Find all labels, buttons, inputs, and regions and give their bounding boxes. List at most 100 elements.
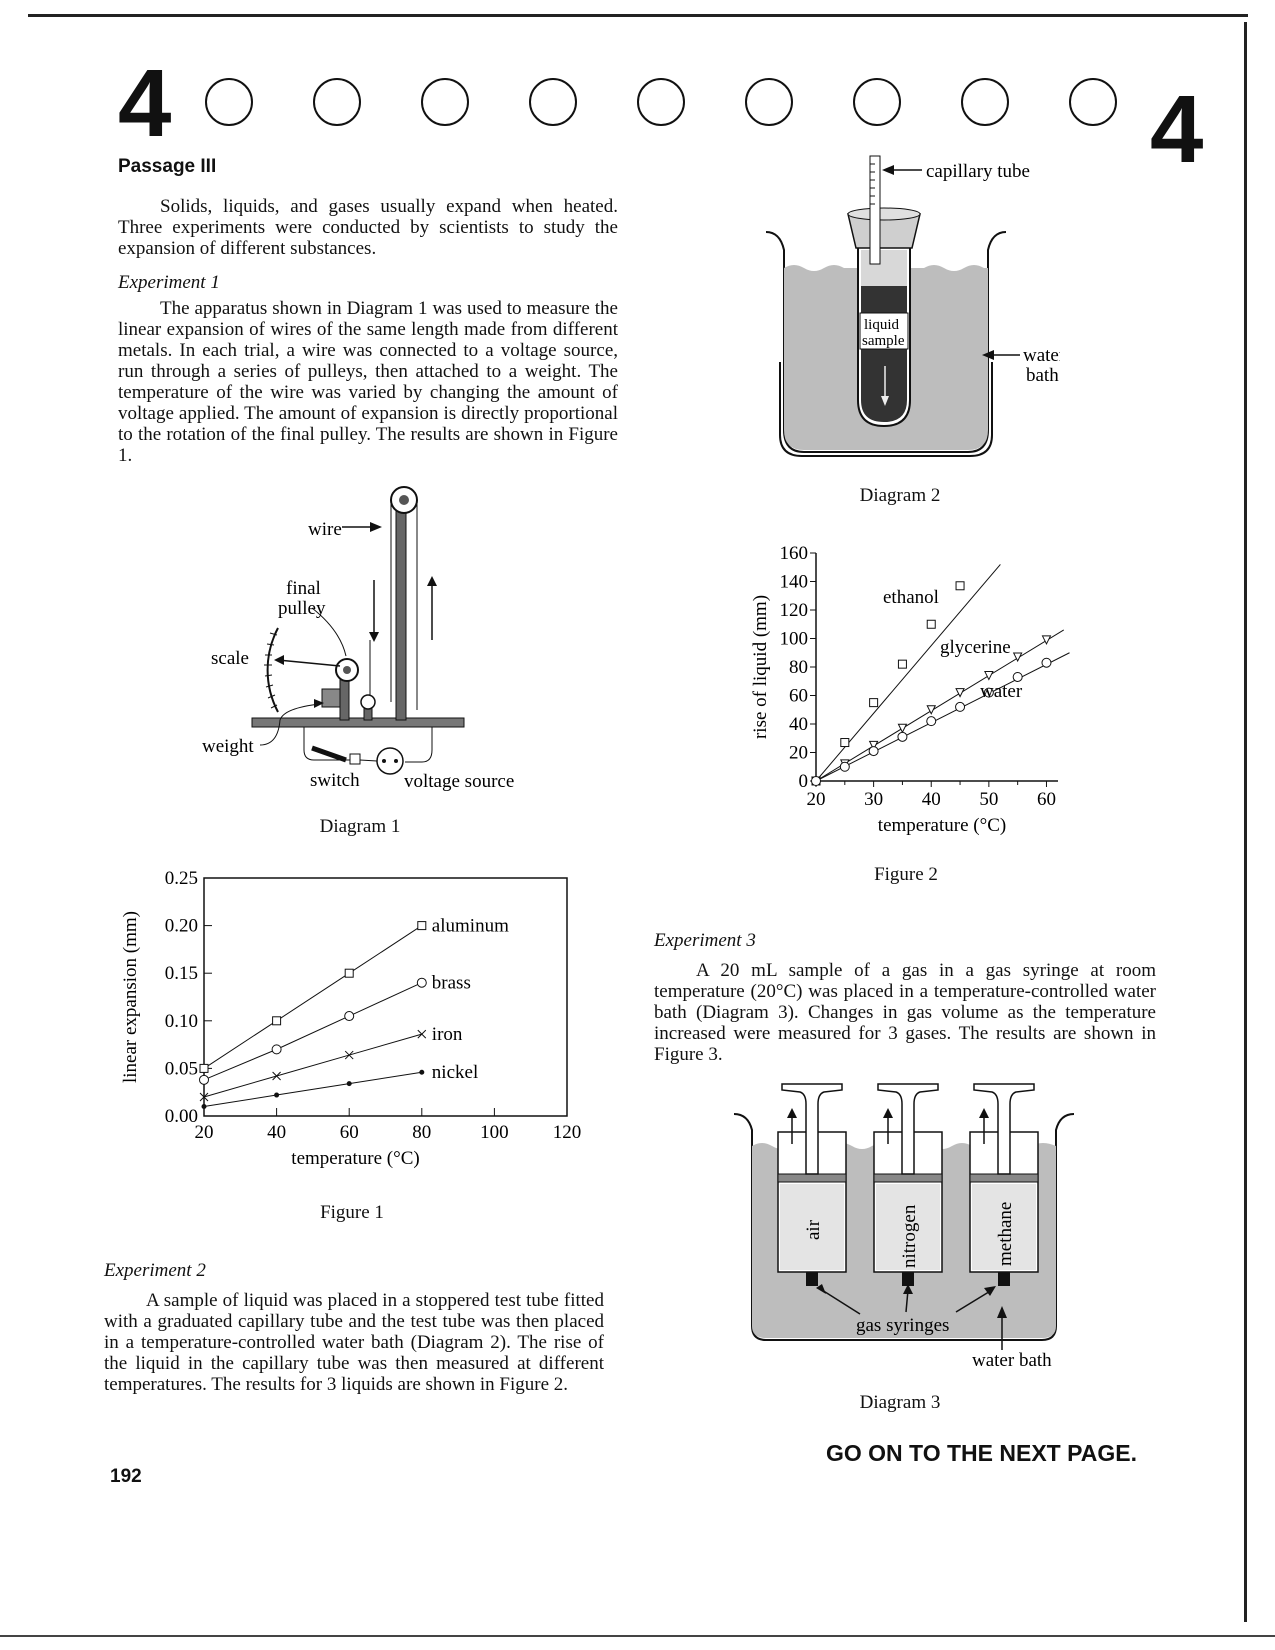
bottom-rule xyxy=(0,1635,1275,1637)
data-point xyxy=(926,716,937,727)
page-number: 192 xyxy=(110,1466,142,1487)
label-gas-syringes: gas syringes xyxy=(856,1315,949,1336)
answer-bubble xyxy=(205,78,253,126)
y-tick-label: 0.05 xyxy=(165,1058,198,1079)
legend-label-ethanol: ethanol xyxy=(883,587,939,608)
answer-bubble xyxy=(745,78,793,126)
label-methane: methane xyxy=(995,1202,1016,1266)
label-voltage-source: voltage source xyxy=(404,771,514,792)
legend-label-aluminum: aluminum xyxy=(432,916,509,937)
syringe-methane xyxy=(969,1083,1039,1286)
data-point xyxy=(1012,671,1023,682)
data-point xyxy=(419,1069,425,1075)
x-tick-label: 60 xyxy=(1037,789,1056,810)
series-line-aluminum xyxy=(203,925,423,1069)
experiment2-heading: Experiment 2 xyxy=(104,1260,206,1281)
series-water xyxy=(811,652,1070,786)
data-point xyxy=(416,977,427,988)
series-iron xyxy=(199,1029,427,1102)
x-tick-label: 80 xyxy=(412,1122,431,1143)
experiment1-heading: Experiment 1 xyxy=(118,272,220,293)
x-tick-label: 20 xyxy=(195,1122,214,1143)
series-line-glycerine xyxy=(815,629,1065,782)
answer-bubble xyxy=(1069,78,1117,126)
data-point xyxy=(1012,652,1023,663)
answer-bubble xyxy=(529,78,577,126)
beaker xyxy=(779,362,993,457)
data-point xyxy=(344,968,354,978)
data-point xyxy=(955,701,966,712)
diagram2: liquid sample capillary tube water bath xyxy=(765,155,1060,457)
answer-bubble xyxy=(421,78,469,126)
data-point xyxy=(868,740,879,751)
y-tick-label: 60 xyxy=(789,686,808,707)
syringe-air xyxy=(777,1083,847,1286)
data-point xyxy=(955,688,965,698)
next-page-notice: GO ON TO THE NEXT PAGE. xyxy=(826,1440,1137,1466)
intro-paragraph: Solids, liquids, and gases usually expan… xyxy=(118,196,618,259)
y-tick-label: 20 xyxy=(789,743,808,764)
y-tick-label: 160 xyxy=(780,543,809,564)
series-line-water xyxy=(815,652,1070,782)
data-point xyxy=(897,731,908,742)
data-point xyxy=(955,581,965,591)
data-point xyxy=(344,1050,354,1060)
scale xyxy=(266,627,279,713)
data-point xyxy=(199,1092,209,1102)
data-point xyxy=(417,1029,427,1039)
figure2-caption: Figure 2 xyxy=(874,864,938,885)
weight xyxy=(321,688,341,708)
x-tick-label: 40 xyxy=(267,1122,286,1143)
diagram2-caption: Diagram 2 xyxy=(859,485,941,506)
x-tick-label: 20 xyxy=(807,789,826,810)
figure1-caption: Figure 1 xyxy=(320,1202,384,1223)
label-wire: wire xyxy=(308,519,342,540)
figure2-chart: 20 30 40 50 60020406080100120140160temperatu… xyxy=(750,543,1070,836)
data-point xyxy=(897,723,908,734)
legend-label-iron: iron xyxy=(432,1024,463,1045)
legend-label-nickel: nickel xyxy=(432,1062,478,1083)
answer-bubble xyxy=(637,78,685,126)
y-tick-label: 0.15 xyxy=(165,963,198,984)
data-point xyxy=(1041,657,1052,668)
data-point xyxy=(984,671,994,681)
answer-bubble xyxy=(853,78,901,126)
data-point xyxy=(272,1016,282,1026)
experiment1-paragraph: The apparatus shown in Diagram 1 was use… xyxy=(118,298,618,466)
x-axis-label: temperature (°C) xyxy=(878,815,1006,836)
label-water-1: water xyxy=(1023,345,1060,366)
label-final-pulley-2: pulley xyxy=(278,598,326,619)
base-board xyxy=(251,717,465,728)
data-point xyxy=(926,619,936,629)
y-axis-label: rise of liquid (mm) xyxy=(750,595,771,739)
figure1-chart: 20 40 60 80 100 120 0.00 0.05 0.10 0.15 0.20 0.25 te… xyxy=(120,868,581,1169)
series-line-nickel xyxy=(203,1071,422,1107)
y-tick-label: 100 xyxy=(780,629,809,650)
series-line-brass xyxy=(203,982,423,1081)
section-number-right: 4 xyxy=(1150,76,1204,183)
switch-lever xyxy=(311,745,347,763)
data-point xyxy=(983,687,994,698)
data-point xyxy=(897,659,907,669)
diagram3: air nitrogen methane gas syringes water … xyxy=(733,1083,1075,1371)
x-tick-label: 40 xyxy=(922,789,941,810)
data-point xyxy=(839,761,850,772)
label-liquid-1: liquid xyxy=(864,317,900,333)
label-nitrogen: nitrogen xyxy=(899,1204,920,1268)
data-point xyxy=(274,1092,280,1098)
y-axis-label: linear expansion (mm) xyxy=(120,911,141,1083)
label-final-pulley-1: final xyxy=(286,578,321,599)
label-scale: scale xyxy=(211,648,249,669)
data-point xyxy=(869,698,879,708)
data-point xyxy=(1041,635,1052,646)
data-point xyxy=(926,705,937,715)
y-tick-label: 40 xyxy=(789,714,808,735)
experiment3-paragraph: A 20 mL sample of a gas in a gas syringe… xyxy=(654,960,1156,1065)
x-axis-label: temperature (°C) xyxy=(291,1148,419,1169)
switch xyxy=(349,753,361,765)
data-point xyxy=(344,1011,355,1022)
data-point xyxy=(417,921,427,931)
syringe-nitrogen xyxy=(873,1083,943,1286)
data-point xyxy=(811,776,821,786)
right-rule xyxy=(1244,22,1247,1622)
